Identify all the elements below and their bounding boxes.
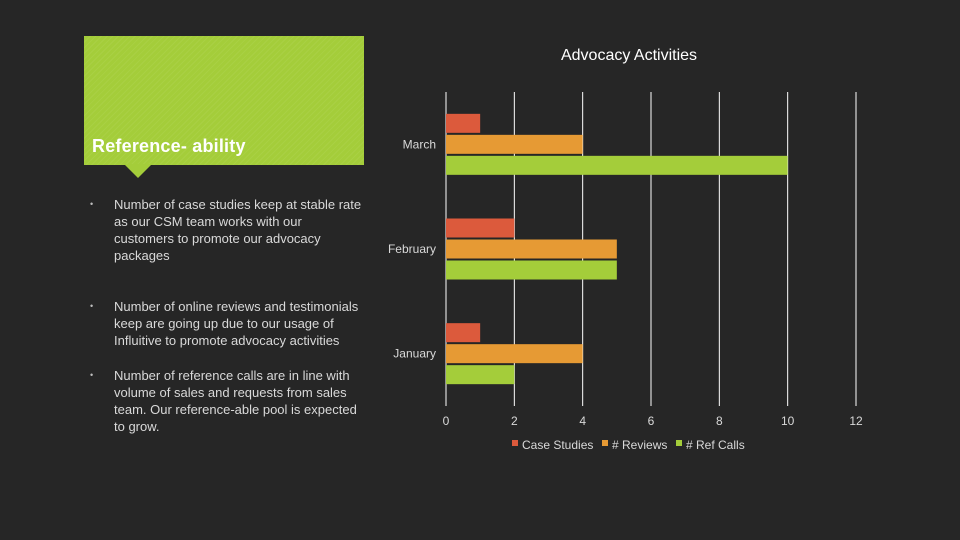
x-tick-label-12: 12 xyxy=(849,414,863,428)
bar-february-0 xyxy=(446,218,515,238)
legend-swatch-0 xyxy=(512,440,518,446)
legend-swatch-1 xyxy=(602,440,608,446)
legend-label-2: # Ref Calls xyxy=(686,438,745,452)
category-label-march: March xyxy=(403,137,436,151)
x-tick-label-8: 8 xyxy=(716,414,723,428)
bar-january-1 xyxy=(446,344,583,364)
legend-label-0: Case Studies xyxy=(522,438,593,452)
bar-march-1 xyxy=(446,134,583,154)
x-tick-label-0: 0 xyxy=(443,414,450,428)
x-tick-label-2: 2 xyxy=(511,414,518,428)
bullet-text: Number of reference calls are in line wi… xyxy=(114,368,357,434)
bullet-list: • Number of case studies keep at stable … xyxy=(90,196,365,469)
title-card: Reference- ability xyxy=(84,36,364,165)
x-tick-label-10: 10 xyxy=(781,414,795,428)
bullet-dot-icon: • xyxy=(90,199,94,209)
bar-january-0 xyxy=(446,323,481,343)
advocacy-chart: Advocacy Activities January February March… xyxy=(388,47,863,452)
x-tick-label-4: 4 xyxy=(579,414,586,428)
bullet-dot-icon: • xyxy=(90,301,94,311)
chart-legend: Case Studies # Reviews # Ref Calls xyxy=(512,438,745,452)
category-labels: January February March xyxy=(388,137,436,360)
chart-bars xyxy=(446,113,788,385)
chart-title: Advocacy Activities xyxy=(561,47,697,64)
slide-title: Reference- ability xyxy=(92,136,246,156)
category-label-january: January xyxy=(393,347,436,361)
bullet-item-ref-calls: • Number of reference calls are in line … xyxy=(90,367,365,435)
bullet-text: Number of online reviews and testimonial… xyxy=(114,299,359,348)
bar-february-1 xyxy=(446,239,617,259)
legend-swatch-2 xyxy=(676,440,682,446)
x-tick-label-6: 6 xyxy=(648,414,655,428)
x-tick-labels: 0 2 4 6 8 10 12 xyxy=(443,414,863,428)
category-label-february: February xyxy=(388,242,436,256)
bar-january-2 xyxy=(446,365,515,385)
bar-march-2 xyxy=(446,155,788,175)
bar-march-0 xyxy=(446,113,481,133)
bar-february-2 xyxy=(446,260,617,280)
title-card-pointer xyxy=(124,164,152,178)
bullet-item-reviews: • Number of online reviews and testimoni… xyxy=(90,298,365,349)
legend-label-1: # Reviews xyxy=(612,438,667,452)
bullet-dot-icon: • xyxy=(90,370,94,380)
bullet-item-case-studies: • Number of case studies keep at stable … xyxy=(90,196,365,264)
bullet-text: Number of case studies keep at stable ra… xyxy=(114,197,362,263)
